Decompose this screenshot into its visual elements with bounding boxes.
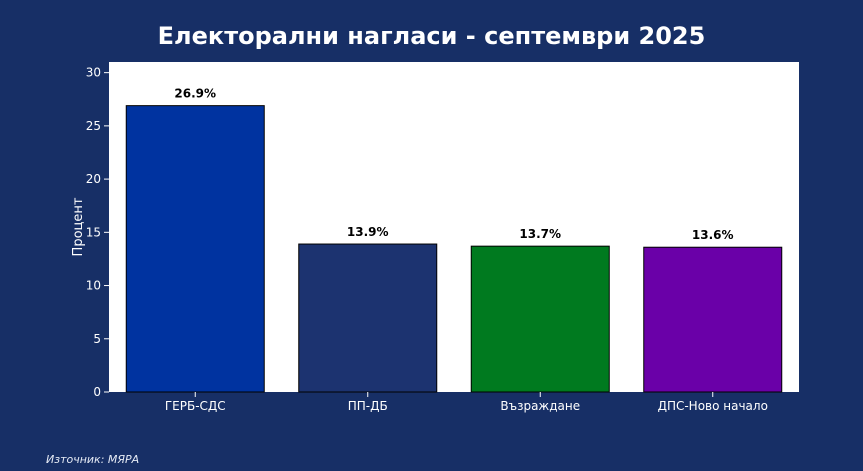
y-tick-label: 0 xyxy=(93,385,101,399)
y-tick-label: 20 xyxy=(86,172,101,186)
x-tick-label: ГЕРБ-СДС xyxy=(165,399,226,413)
y-tick-label: 30 xyxy=(86,66,101,80)
y-tick-label: 25 xyxy=(86,119,101,133)
bars-group: 26.9% 13.9% 13.7% 13.6% xyxy=(125,87,783,393)
x-axis: ГЕРБ-СДС ПП-ДБ Възраждане ДПС-Ново начало xyxy=(165,392,768,413)
bar-value-label: 13.7% xyxy=(519,227,561,241)
x-tick-label: ДПС-Ново начало xyxy=(658,399,768,413)
y-tick-label: 10 xyxy=(86,279,101,293)
y-tick-label: 15 xyxy=(86,225,101,239)
bar-2 xyxy=(298,243,438,393)
chart-title: Електорални нагласи - септември 2025 xyxy=(157,22,706,50)
x-tick-label: Възраждане xyxy=(500,399,580,413)
x-tick-label: ПП-ДБ xyxy=(348,399,388,413)
y-tick-label: 5 xyxy=(93,332,101,346)
bar-4 xyxy=(643,246,783,393)
bar-3 xyxy=(470,245,610,393)
bar-value-label: 13.6% xyxy=(692,228,734,242)
bar-value-label: 13.9% xyxy=(347,225,389,239)
bar-1 xyxy=(125,105,265,393)
source-note: Източник: МЯРА xyxy=(46,453,140,466)
bar-value-label: 26.9% xyxy=(174,87,216,101)
y-axis-label: Процент xyxy=(71,197,86,256)
y-axis: 0 5 10 15 20 25 30 xyxy=(86,66,109,399)
